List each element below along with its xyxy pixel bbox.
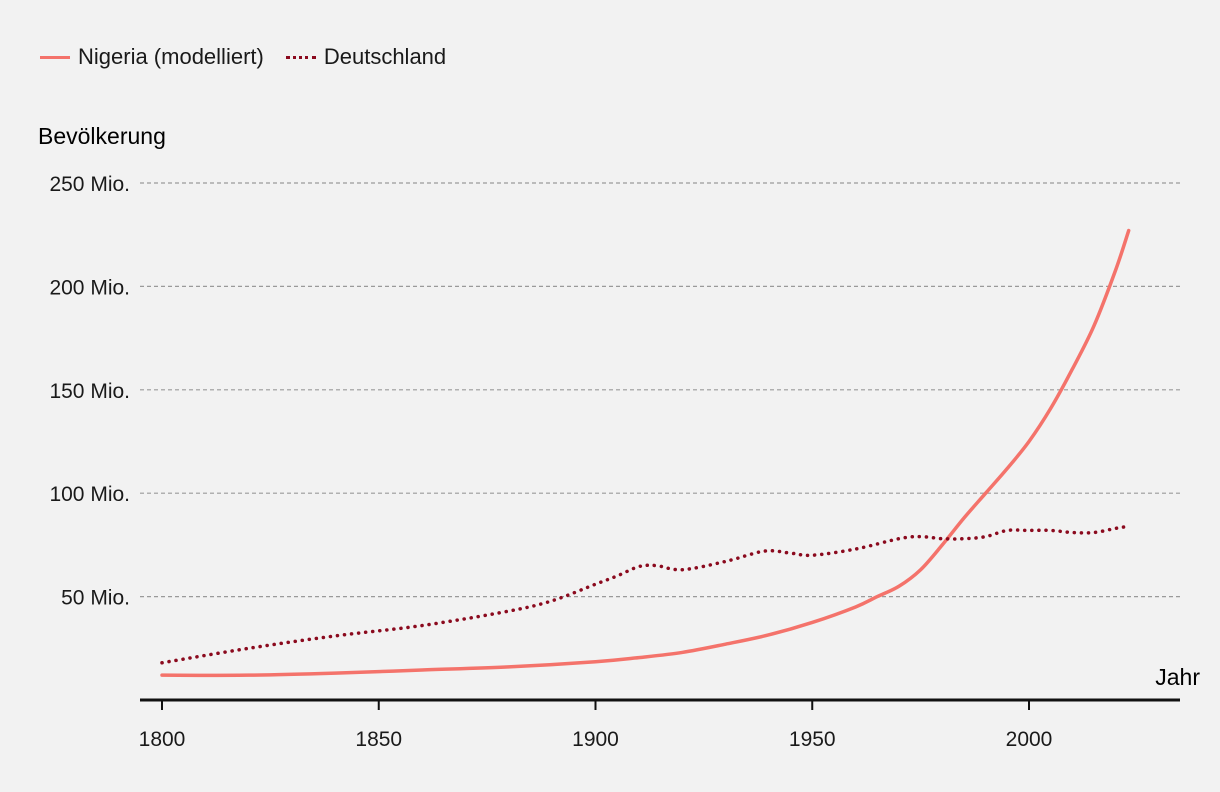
legend-swatch-nigeria [40,55,70,59]
legend: Nigeria (modelliert) Deutschland [40,44,446,70]
grid-lines [140,182,1180,598]
y-axis-title: Bevölkerung [38,123,166,149]
x-axis-title: Jahr [1155,664,1200,690]
y-tick-labels: 50 Mio. 100 Mio. 150 Mio. 200 Mio. 250 Mio. [49,173,130,610]
series-lines [160,228,1131,678]
y-tick-label: 200 Mio. [49,276,130,299]
y-tick-label: 100 Mio. [49,483,130,506]
legend-item-deutschland: Deutschland [285,44,447,70]
y-tick-label: 150 Mio. [49,380,130,403]
x-tick-label: 1850 [355,728,402,751]
series-line-deutschland [160,524,1131,665]
legend-swatch-deutschland [285,55,316,59]
legend-item-nigeria: Nigeria (modelliert) [40,44,264,70]
x-tick-label: 1900 [572,728,619,751]
y-tick-label: 250 Mio. [49,173,130,196]
x-tick-label: 1800 [139,728,186,751]
y-tick-label: 50 Mio. [61,587,130,610]
x-ticks: 1800 1850 1900 1950 2000 [139,700,1053,751]
x-tick-label: 2000 [1006,728,1053,751]
legend-label-nigeria: Nigeria (modelliert) [78,44,264,69]
x-tick-label: 1950 [789,728,836,751]
series-line-nigeria [160,228,1131,678]
legend-label-deutschland: Deutschland [323,44,447,69]
